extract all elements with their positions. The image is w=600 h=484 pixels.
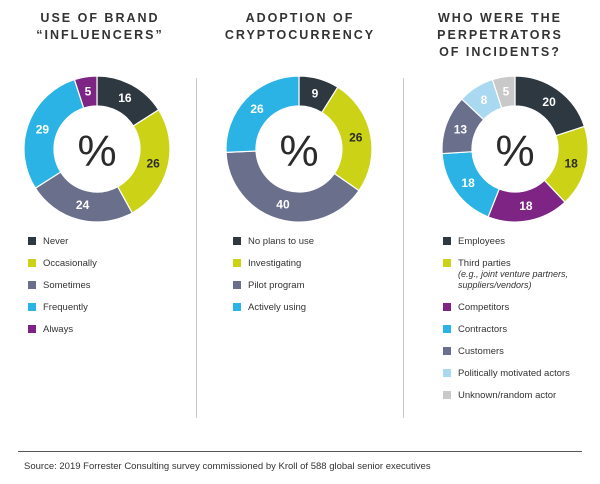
- chart-title-line: “INFLUENCERS”: [36, 28, 164, 42]
- slice-value-label: 13: [454, 122, 468, 136]
- legend-label: Pilot program: [248, 280, 305, 291]
- legend-sublabel: (e.g., joint venture partners, suppliers…: [458, 269, 569, 290]
- legend-label: Frequently: [43, 302, 88, 313]
- legend-swatch: [443, 369, 451, 377]
- legend: Employees Third parties (e.g., joint ventu…: [443, 236, 600, 401]
- slice-value-label: 18: [565, 156, 579, 170]
- slice-value-label: 18: [519, 199, 533, 213]
- donut-chart: 20 18 18 18 13 8 5%: [441, 75, 589, 223]
- chart-title-line: PERPETRATORS: [437, 28, 563, 42]
- legend-item: Employees: [443, 236, 600, 247]
- legend-item: Third parties (e.g., joint venture partne…: [443, 258, 600, 291]
- slice-value-label: 26: [349, 130, 363, 144]
- legend-swatch: [28, 281, 36, 289]
- chart-title-line: WHO WERE THE: [438, 11, 562, 25]
- legend-swatch: [28, 237, 36, 245]
- legend-swatch: [443, 259, 451, 267]
- slice-value-label: 5: [503, 85, 510, 99]
- chart-title-line: ADOPTION OF: [245, 11, 355, 25]
- legend-swatch: [28, 303, 36, 311]
- slice-value-label: 20: [542, 95, 556, 109]
- legend-item: Pilot program: [233, 280, 405, 291]
- legend-item: Competitors: [443, 302, 600, 313]
- legend-item: Unknown/random actor: [443, 390, 600, 401]
- legend-item: Never: [28, 236, 200, 247]
- legend-swatch: [233, 281, 241, 289]
- donut-slice: [225, 150, 360, 223]
- legend-label: Contractors: [458, 324, 508, 335]
- slice-value-label: 26: [250, 102, 264, 116]
- slice-value-label: 8: [481, 93, 488, 107]
- legend-label: Politically motivated actors: [458, 368, 570, 379]
- chart-panel-influencers: USE OF BRAND “INFLUENCERS” 16 26 24 29 5% Ne…: [0, 0, 200, 450]
- slice-value-label: 29: [36, 122, 50, 136]
- donut-center-label: %: [77, 127, 116, 176]
- legend-item: Investigating: [233, 258, 405, 269]
- donut-slice: [23, 78, 85, 189]
- legend-swatch: [233, 259, 241, 267]
- legend-item: Always: [28, 324, 200, 335]
- legend-item: Sometimes: [28, 280, 200, 291]
- legend: No plans to use Investigating Pilot progra…: [233, 236, 405, 313]
- donut-slice: [116, 109, 171, 214]
- legend-swatch: [443, 391, 451, 399]
- slice-value-label: 18: [461, 176, 475, 190]
- chart-panel-cryptocurrency: ADOPTION OF CRYPTOCURRENCY 9 26 40 26% No p…: [200, 0, 400, 450]
- chart-title-line: CRYPTOCURRENCY: [224, 28, 376, 42]
- legend-label: Third parties: [458, 258, 511, 269]
- donut-slice: [73, 75, 98, 109]
- chart-title-line: OF INCIDENTS?: [439, 45, 561, 59]
- slice-value-label: 26: [147, 156, 161, 170]
- legend-item: Actively using: [233, 302, 405, 313]
- chart-title: ADOPTION OF CRYPTOCURRENCY: [200, 10, 400, 44]
- donut-slice: [321, 86, 373, 192]
- donut-center-label: %: [495, 127, 534, 176]
- legend-label: Actively using: [248, 302, 307, 313]
- legend-label: No plans to use: [248, 236, 315, 247]
- slice-value-label: 9: [312, 86, 319, 100]
- legend-item: No plans to use: [233, 236, 405, 247]
- legend-swatch: [28, 325, 36, 333]
- legend-swatch: [443, 347, 451, 355]
- chart-title: WHO WERE THE PERPETRATORS OF INCIDENTS?: [400, 10, 600, 61]
- legend-label: Competitors: [458, 302, 510, 313]
- donut-chart: 16 26 24 29 5%: [23, 75, 171, 223]
- legend-label: Unknown/random actor: [458, 390, 557, 401]
- legend-item: Politically motivated actors: [443, 368, 600, 379]
- legend-label: Occasionally: [43, 258, 97, 269]
- donut-center-label: %: [279, 127, 318, 176]
- legend-item: Frequently: [28, 302, 200, 313]
- legend-item: Occasionally: [28, 258, 200, 269]
- chart-title-line: USE OF BRAND: [40, 11, 160, 25]
- legend-item: Customers: [443, 346, 600, 357]
- source-note: Source: 2019 Forrester Consulting survey…: [24, 461, 431, 472]
- legend: Never Occasionally Sometimes Frequently Alwa…: [28, 236, 200, 335]
- legend-label: Never: [43, 236, 69, 247]
- slice-value-label: 40: [276, 198, 290, 212]
- donut-slice: [225, 75, 300, 154]
- chart-panel-perpetrators: WHO WERE THE PERPETRATORS OF INCIDENTS? …: [400, 0, 600, 450]
- donut-slice: [491, 75, 516, 109]
- legend-swatch: [233, 237, 241, 245]
- legend-label: Always: [43, 324, 74, 335]
- slice-value-label: 24: [76, 198, 90, 212]
- legend-swatch: [443, 237, 451, 245]
- legend-swatch: [443, 303, 451, 311]
- legend-label: Customers: [458, 346, 504, 357]
- column-divider: [403, 78, 404, 418]
- legend-label: Employees: [458, 236, 505, 247]
- legend-swatch: [443, 325, 451, 333]
- donut-chart: 9 26 40 26%: [225, 75, 373, 223]
- column-divider: [196, 78, 197, 418]
- legend-label: Investigating: [248, 258, 302, 269]
- legend-swatch: [233, 303, 241, 311]
- chart-title: USE OF BRAND “INFLUENCERS”: [0, 10, 200, 44]
- legend-swatch: [28, 259, 36, 267]
- slice-value-label: 5: [85, 85, 92, 99]
- footer-rule: [18, 451, 582, 452]
- slice-value-label: 16: [118, 91, 132, 105]
- legend-label: Sometimes: [43, 280, 91, 291]
- legend-item: Contractors: [443, 324, 600, 335]
